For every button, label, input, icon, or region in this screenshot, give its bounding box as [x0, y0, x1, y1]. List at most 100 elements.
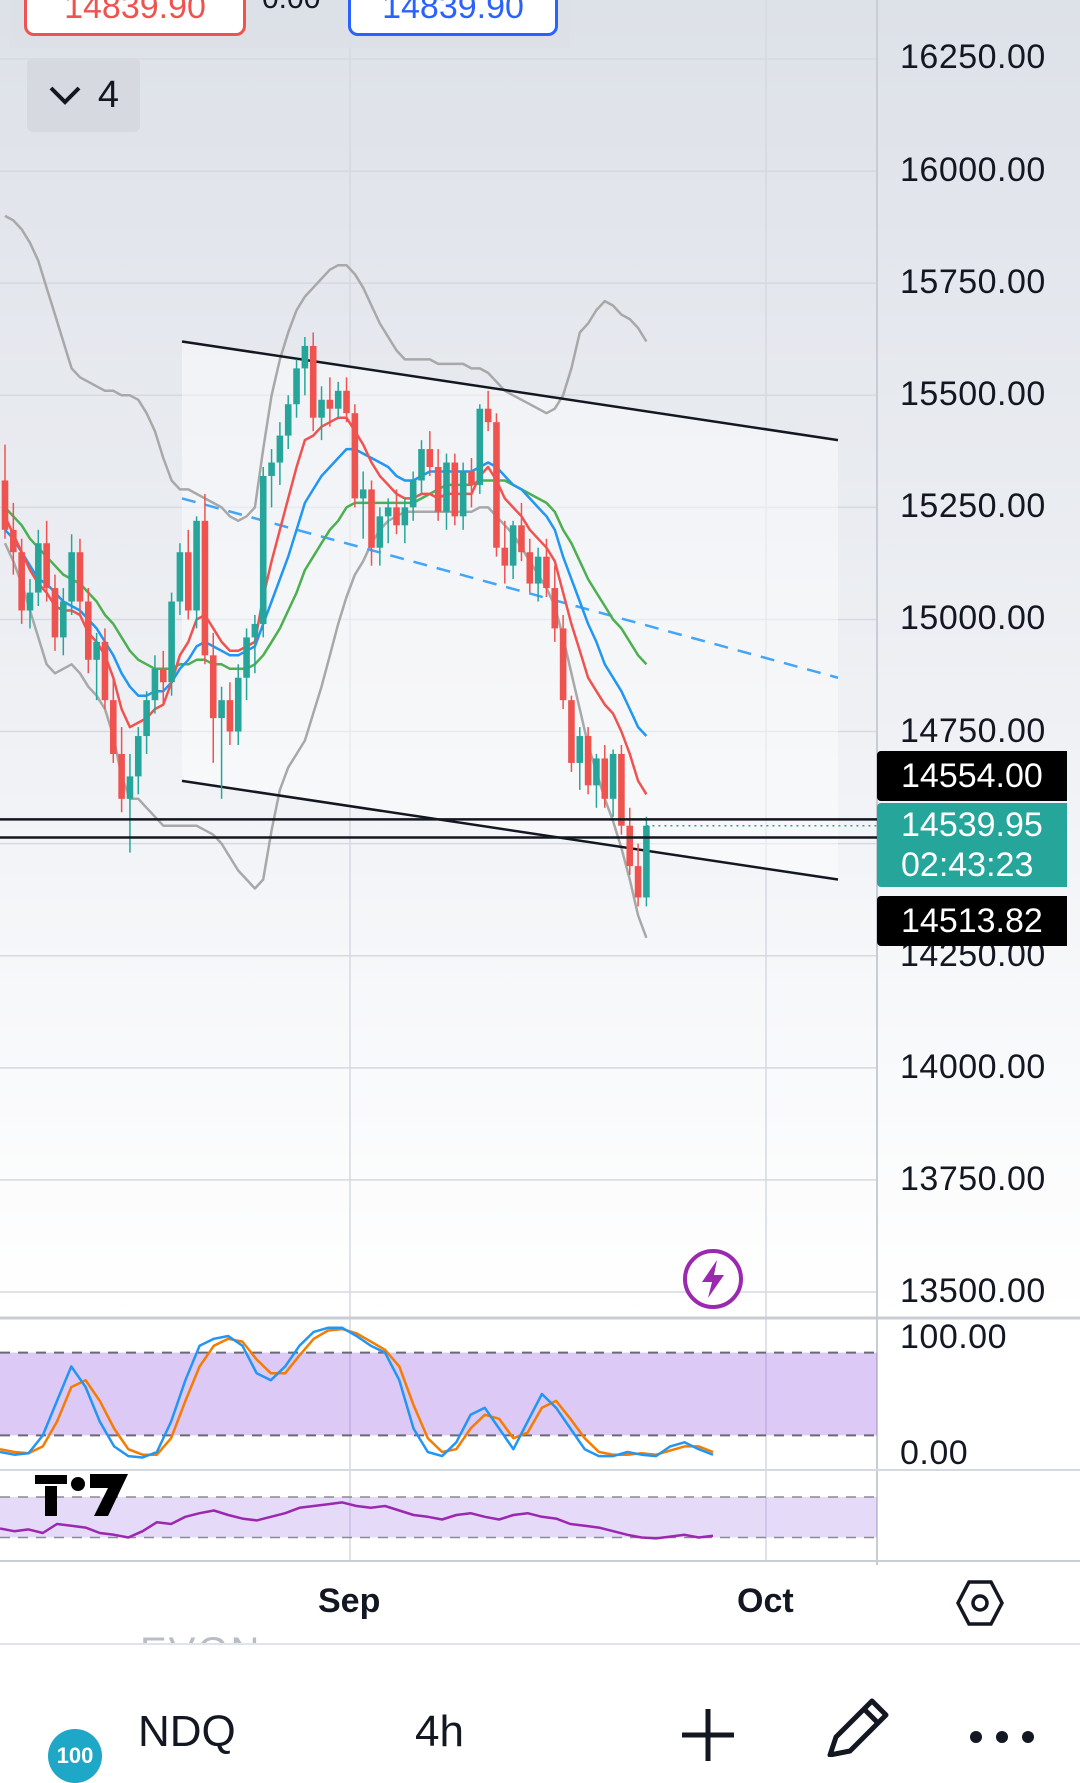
candle-body — [376, 516, 384, 548]
ema-fast-line — [3, 416, 648, 795]
price-label: 15500.00 — [900, 375, 1046, 413]
candle-body — [626, 825, 634, 867]
candle-body — [443, 462, 450, 512]
candle-body — [551, 588, 559, 629]
ema-mid-line — [4, 447, 648, 737]
stoch-d-line — [0, 1327, 714, 1456]
candle-body — [584, 736, 592, 786]
channel-mid-line — [181, 497, 839, 679]
price-label: 15000.00 — [900, 599, 1046, 637]
candle-body — [176, 552, 184, 602]
indicator-count: 4 — [97, 73, 120, 116]
chart-canvas[interactable] — [0, 0, 1080, 1565]
candle-body — [484, 408, 492, 423]
current-price-tag: 14539.95 02:43:23 — [877, 803, 1067, 887]
lightning-icon[interactable] — [682, 1248, 744, 1310]
candle-body — [276, 435, 284, 463]
price-label: 14000.00 — [900, 1048, 1046, 1086]
candle-body — [534, 556, 542, 584]
candle-body — [459, 471, 467, 517]
candle-body — [259, 475, 267, 624]
candle-body — [559, 628, 567, 701]
channel-fill — [182, 341, 838, 880]
candle-body — [418, 449, 425, 481]
price-label: 13500.00 — [900, 1272, 1046, 1310]
candle-body — [193, 520, 200, 611]
candle-body — [401, 507, 409, 526]
symbol-button[interactable]: NDQ — [138, 1707, 236, 1756]
interval-button[interactable]: 4h — [415, 1707, 464, 1756]
candle-body — [201, 520, 209, 656]
candle-body — [568, 700, 575, 763]
level-tag-upper: 14554.00 — [877, 751, 1067, 801]
candle-body — [251, 623, 259, 638]
bottom-toolbar: 100 NDQ 4h — [0, 1643, 1080, 1783]
candle-body — [151, 668, 159, 701]
chevron-down-icon — [49, 86, 81, 105]
candle-body — [334, 390, 342, 409]
candle-body — [318, 399, 325, 418]
rsi-band — [0, 1497, 877, 1538]
candle-body — [293, 368, 300, 405]
add-icon[interactable] — [680, 1705, 736, 1761]
symbol-badge[interactable]: 100 — [48, 1729, 102, 1783]
candle-body — [601, 758, 609, 799]
candle-body — [618, 753, 625, 826]
candle-body — [184, 552, 192, 611]
pencil-icon[interactable] — [820, 1697, 892, 1757]
candle-body — [351, 413, 359, 499]
oscillator-axis-top: 100.00 — [900, 1318, 1007, 1356]
candle-body — [393, 507, 400, 526]
candle-body — [284, 404, 292, 436]
candle-body — [476, 408, 484, 485]
candle-body — [268, 462, 275, 476]
price-label: 14750.00 — [900, 712, 1046, 750]
settings-icon[interactable] — [955, 1578, 1005, 1628]
candle-body — [118, 753, 125, 799]
rsi-line — [0, 1501, 714, 1540]
more-icon[interactable] — [966, 1727, 1046, 1747]
candle-body — [309, 345, 317, 418]
candle-body — [468, 471, 475, 485]
candle-body — [101, 641, 109, 701]
bollinger-upper — [4, 214, 648, 523]
candle-body — [1, 480, 9, 530]
tradingview-logo — [33, 1473, 128, 1516]
candle-body — [509, 525, 517, 566]
indicators-collapse-button[interactable]: 4 — [27, 58, 140, 132]
channel-upper-line — [181, 340, 839, 442]
sell-price: 14839.90 — [64, 0, 206, 26]
candle-body — [209, 655, 217, 719]
price-label: 13750.00 — [900, 1160, 1046, 1198]
candle-body — [68, 552, 75, 602]
stoch-band — [0, 1352, 877, 1436]
candle-body — [143, 700, 150, 737]
candle-body — [109, 700, 117, 754]
candle-body — [634, 866, 642, 898]
level-tag-lower: 14513.82 — [877, 896, 1067, 946]
candle-body — [343, 390, 350, 414]
candle-body — [26, 592, 34, 611]
ema-slow-line — [4, 479, 648, 671]
candle-body — [93, 641, 100, 660]
price-label: 16000.00 — [900, 151, 1046, 189]
buy-button[interactable]: 14839.90 — [348, 0, 558, 36]
candle-body — [493, 422, 500, 548]
sell-button[interactable]: 14839.90 — [24, 0, 246, 36]
candle-body — [593, 758, 600, 786]
spread-value: 0.00 — [262, 0, 320, 16]
channel-lower-line — [181, 779, 839, 881]
candle-body — [51, 588, 59, 638]
stoch-k-line — [0, 1326, 714, 1459]
candle-body — [409, 480, 417, 508]
oscillator-axis-bottom: 0.00 — [900, 1434, 969, 1472]
candle-body — [159, 668, 167, 683]
candle-body — [501, 547, 509, 566]
candle-body — [384, 507, 392, 517]
candle-body — [226, 700, 234, 732]
candle-body — [43, 543, 50, 589]
buy-price: 14839.90 — [382, 0, 524, 26]
candle-body — [134, 736, 142, 777]
candle-body — [543, 556, 550, 589]
candle-body — [10, 529, 17, 553]
